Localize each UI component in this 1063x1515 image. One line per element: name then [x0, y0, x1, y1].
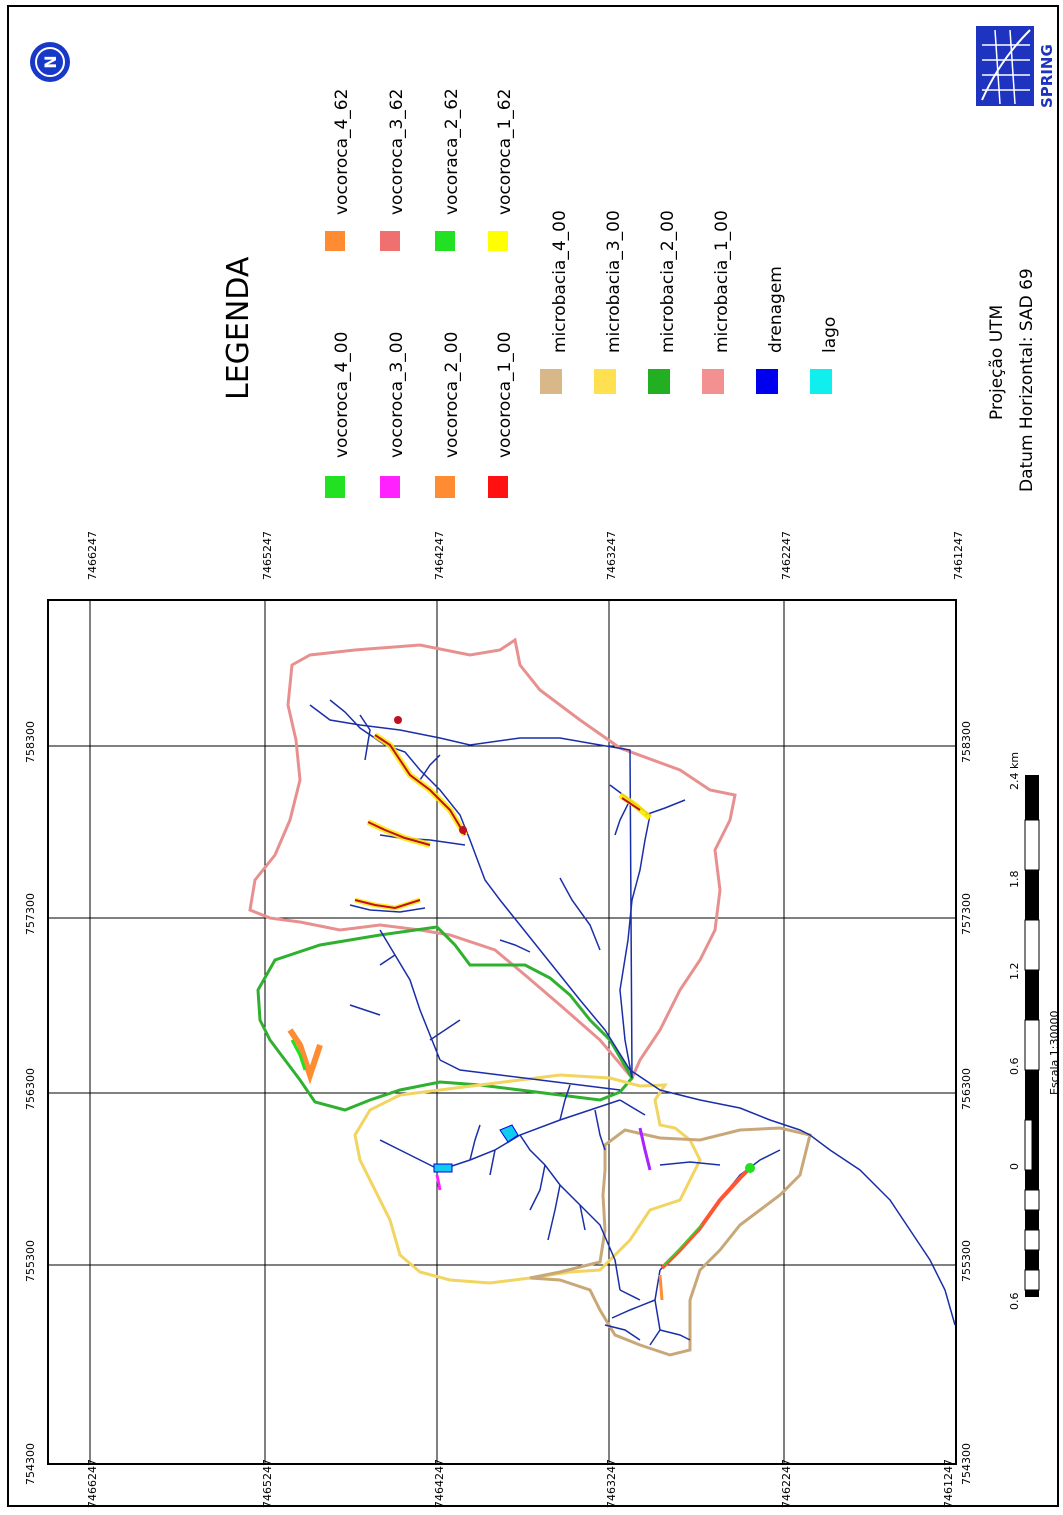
northing-label: 7464247 [433, 531, 446, 580]
datum-text: Datum Horizontal: SAD 69 [1017, 268, 1037, 492]
grid [48, 600, 956, 1464]
legend-swatch-5 [380, 476, 400, 498]
legend-swatch-9 [594, 369, 616, 394]
legend-label-4: vocoroca_4_00 [332, 332, 352, 458]
northing-label: 7461247 [942, 1459, 955, 1508]
logo-text: SPRING [1038, 44, 1056, 108]
scale-tick-3: 1.2 [1008, 963, 1021, 981]
northing-label: 7466247 [86, 1459, 99, 1508]
northing-labels-top: 7466247 7465247 7464247 7463247 7462247 … [86, 531, 965, 580]
legend-label-11: microbacia_1_00 [712, 210, 732, 353]
legend-swatch-0 [325, 231, 345, 251]
easting-label: 758300 [960, 721, 973, 763]
northing-label: 7464247 [433, 1459, 446, 1508]
legend-label-8: microbacia_4_00 [550, 210, 570, 353]
easting-label: 757300 [960, 893, 973, 935]
legend-label-13: lago [820, 317, 840, 353]
scale-tick-0: 0.6 [1008, 1293, 1021, 1311]
easting-label: 758300 [24, 721, 37, 763]
northing-label: 7466247 [86, 531, 99, 580]
microbacia-3-boundary [353, 1073, 702, 1285]
legend-label-2: vocoraca_2_62 [442, 88, 462, 215]
legend-swatch-12 [756, 369, 778, 394]
legend-swatch-1 [380, 231, 400, 251]
legend-swatch-4 [325, 476, 345, 498]
northing-label: 7462247 [780, 1459, 793, 1508]
legend-label-0: vocoroca_4_62 [332, 89, 352, 215]
northing-label: 7462247 [780, 531, 793, 580]
drainage-network [309, 699, 956, 1346]
legend-label-7: vocoroca_1_00 [495, 332, 515, 458]
easting-labels-left: 754300 755300 756300 757300 758300 [24, 721, 37, 1485]
northing-label: 7465247 [261, 531, 274, 580]
legend-swatch-8 [540, 369, 562, 394]
legend-label-6: vocoroca_2_00 [442, 332, 462, 458]
legend: LEGENDA vocoroca_4_62 vocoroca_3_62 voco… [221, 88, 840, 498]
easting-label: 755300 [960, 1240, 973, 1282]
legend-label-1: vocoroca_3_62 [387, 89, 407, 215]
legend-swatch-3 [488, 231, 508, 251]
spring-logo: SPRING [976, 26, 1056, 108]
north-letter: N [41, 55, 60, 68]
scale-tick-2: 0.6 [1008, 1058, 1021, 1076]
legend-label-10: microbacia_2_00 [658, 210, 678, 353]
northing-label: 7465247 [261, 1459, 274, 1508]
northing-label: 7463247 [605, 1459, 618, 1508]
scale-tick-4: 1.8 [1008, 871, 1021, 889]
northing-label: 7463247 [605, 531, 618, 580]
northing-label: 7461247 [952, 531, 965, 580]
map-frame [47, 599, 957, 1465]
legend-swatch-13 [810, 369, 832, 394]
microbacia-2-boundary [256, 925, 634, 1112]
legend-label-12: drenagem [766, 266, 786, 353]
legend-label-5: vocoroca_3_00 [387, 332, 407, 458]
legend-swatch-6 [435, 476, 455, 498]
easting-label: 757300 [24, 893, 37, 935]
gullies [287, 716, 755, 1301]
northing-labels-bottom: 7466247 7465247 7464247 7463247 7462247 … [86, 1459, 955, 1508]
scale-bar: 0.6 0 0.6 1.2 1.8 2.4 km Escala 1:30000 [1008, 752, 1061, 1310]
north-arrow-icon: N [30, 42, 70, 82]
easting-labels-right: 754300 755300 756300 757300 758300 [960, 721, 973, 1485]
scale-tick-5: 2.4 km [1008, 752, 1021, 790]
legend-swatch-10 [648, 369, 670, 394]
legend-title: LEGENDA [221, 256, 256, 400]
scale-tick-1: 0 [1008, 1163, 1021, 1170]
easting-label: 754300 [24, 1443, 37, 1485]
legend-swatch-11 [702, 369, 724, 394]
microbacia-1-boundary [248, 637, 737, 1081]
projection-text: Projeção UTM [987, 305, 1007, 420]
legend-swatch-7 [488, 476, 508, 498]
legend-label-9: microbacia_3_00 [604, 210, 624, 353]
easting-label: 756300 [24, 1068, 37, 1110]
easting-label: 754300 [960, 1443, 973, 1485]
microbacia-4-boundary [529, 1126, 812, 1357]
scale-caption: Escala 1:30000 [1048, 1011, 1061, 1095]
easting-label: 755300 [24, 1240, 37, 1282]
legend-swatch-2 [435, 231, 455, 251]
legend-label-3: vocoroca_1_62 [495, 89, 515, 215]
easting-label: 756300 [960, 1068, 973, 1110]
